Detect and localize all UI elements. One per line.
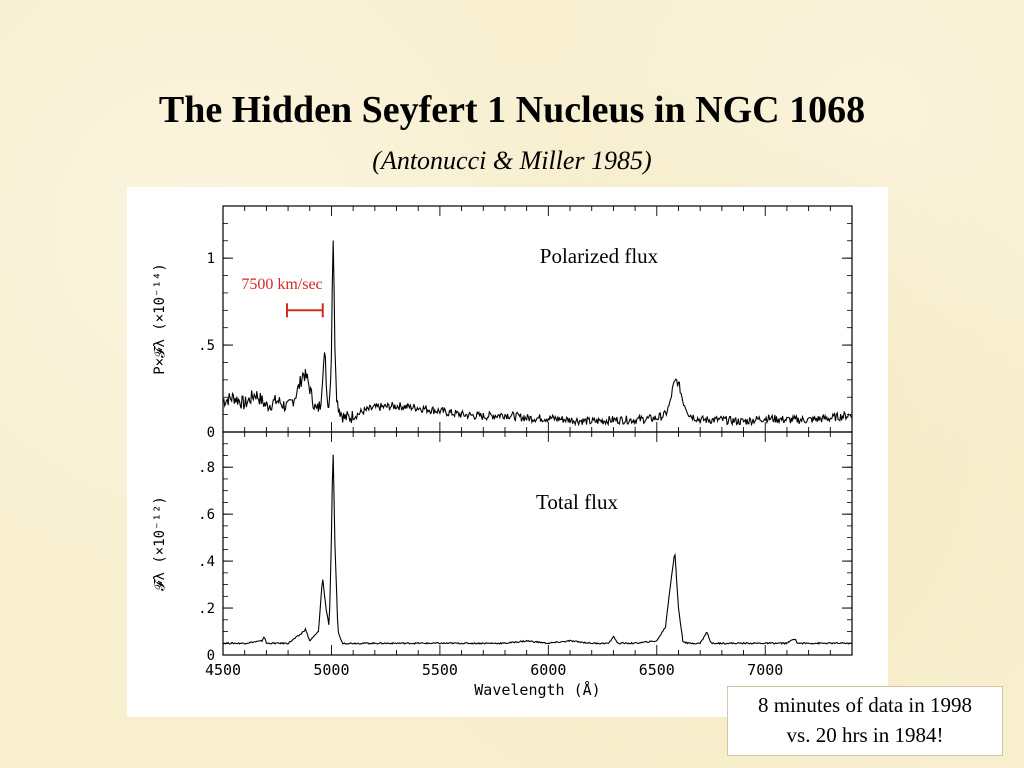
y-tick-label-top: 1: [207, 251, 215, 267]
x-axis-label: Wavelength (Å): [474, 680, 600, 699]
y-tick-label-bottom: .8: [198, 460, 215, 476]
panel-frame-top: [222, 205, 853, 433]
y-tick-label-top: 0: [207, 425, 215, 441]
x-tick-label: 5000: [313, 661, 349, 679]
data-comparison-note: 8 minutes of data in 1998 vs. 20 hrs in …: [727, 686, 1003, 756]
x-tick-label: 6000: [530, 661, 566, 679]
note-line-1: 8 minutes of data in 1998: [757, 693, 973, 717]
polarized-flux-label: Polarized flux: [540, 244, 659, 268]
spectrum-line-bottom: [222, 454, 853, 645]
slide-title: The Hidden Seyfert 1 Nucleus in NGC 1068: [158, 89, 866, 131]
velocity-scale-label: 7500 km/sec: [241, 276, 322, 293]
y-tick-label-top: .5: [198, 338, 215, 354]
x-tick-label: 4500: [205, 661, 241, 679]
y-axis-label-top: P×𝓕λ (×10⁻¹⁴): [152, 263, 168, 374]
panel-frame-bottom: [222, 431, 853, 656]
x-tick-label: 7000: [747, 661, 783, 679]
y-tick-label-bottom: 0: [207, 648, 215, 664]
y-tick-label-bottom: .2: [198, 601, 215, 617]
spectrum-figure: 0 .5 1 P×𝓕λ (×10⁻¹⁴) Polarized flux 7500 km/s…: [127, 187, 888, 717]
spectrum-line-top: [222, 240, 853, 427]
y-tick-label-bottom: .6: [198, 507, 215, 523]
slide-subtitle: (Antonucci & Miller 1985): [372, 146, 652, 175]
total-flux-label: Total flux: [536, 490, 618, 514]
y-axis-label-bottom: 𝓕λ (×10⁻¹²): [152, 496, 168, 591]
spectrum-chart: 0 .5 1 P×𝓕λ (×10⁻¹⁴) Polarized flux 7500 km/s…: [152, 205, 853, 699]
x-tick-label: 6500: [639, 661, 675, 679]
y-tick-label-bottom: .4: [198, 554, 215, 570]
note-line-2: vs. 20 hrs in 1984!: [786, 723, 944, 747]
x-tick-label: 5500: [422, 661, 458, 679]
